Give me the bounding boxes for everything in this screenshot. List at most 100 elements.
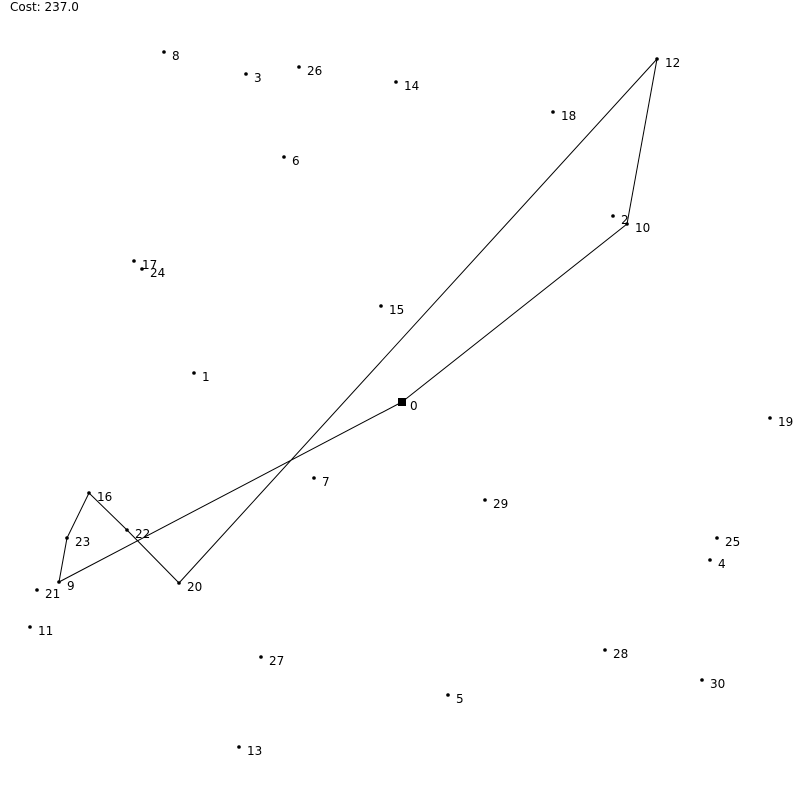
node-dot (483, 498, 487, 502)
node-label: 16 (97, 490, 112, 504)
node-dot (125, 528, 129, 532)
node-dot (297, 65, 301, 69)
node-label: 3 (254, 71, 262, 85)
node-dot (700, 678, 704, 682)
node-18: 18 (551, 109, 576, 123)
node-11: 11 (28, 624, 53, 638)
node-dot (551, 110, 555, 114)
node-label: 15 (389, 303, 404, 317)
node-label: 20 (187, 580, 202, 594)
node-27: 27 (259, 654, 284, 668)
node-dot (140, 267, 144, 271)
node-dot (708, 558, 712, 562)
node-label: 0 (410, 399, 418, 413)
node-28: 28 (603, 647, 628, 661)
node-dot (192, 371, 196, 375)
node-dot (57, 580, 61, 584)
node-30: 30 (700, 677, 725, 691)
node-dot (259, 655, 263, 659)
node-17: 17 (132, 258, 157, 272)
node-dot (655, 57, 659, 61)
node-label: 21 (45, 587, 60, 601)
node-label: 27 (269, 654, 284, 668)
node-label: 25 (725, 535, 740, 549)
node-dot (28, 625, 32, 629)
node-label: 11 (38, 624, 53, 638)
node-dot (715, 536, 719, 540)
node-1: 1 (192, 370, 210, 384)
node-dot (603, 648, 607, 652)
node-dot (768, 416, 772, 420)
route-edge-12-20 (178, 58, 658, 584)
node-label: 19 (778, 415, 793, 429)
depot-marker (398, 398, 406, 406)
node-label: 8 (172, 49, 180, 63)
node-label: 29 (493, 497, 508, 511)
node-2: 2 (611, 213, 629, 227)
node-dot (87, 491, 91, 495)
node-8: 8 (162, 49, 180, 63)
node-16: 16 (87, 490, 112, 504)
node-dot (244, 72, 248, 76)
node-22: 22 (125, 527, 150, 541)
node-15: 15 (379, 303, 404, 317)
route-edge-22-16 (88, 492, 128, 531)
node-13: 13 (237, 744, 262, 758)
node-dot (312, 476, 316, 480)
node-24: 24 (140, 266, 165, 280)
node-label: 13 (247, 744, 262, 758)
route-edge-0-10 (401, 223, 628, 403)
node-label: 14 (404, 79, 419, 93)
node-label: 10 (635, 221, 650, 235)
node-label: 1 (202, 370, 210, 384)
node-6: 6 (282, 154, 300, 168)
node-21: 21 (35, 587, 60, 601)
node-dot (611, 214, 615, 218)
node-label: 12 (665, 56, 680, 70)
node-dot (177, 581, 181, 585)
node-label: 2 (621, 213, 629, 227)
node-9: 9 (57, 579, 75, 593)
node-label: 22 (135, 527, 150, 541)
node-26: 26 (297, 64, 322, 78)
route-edge-20-22 (126, 529, 180, 584)
route-edges (58, 58, 658, 584)
node-dot (394, 80, 398, 84)
node-14: 14 (394, 79, 419, 93)
node-3: 3 (244, 71, 262, 85)
node-29: 29 (483, 497, 508, 511)
node-label: 26 (307, 64, 322, 78)
node-dot (162, 50, 166, 54)
node-dot (625, 222, 629, 226)
node-label: 6 (292, 154, 300, 168)
route-edge-23-9 (58, 537, 68, 583)
node-label: 23 (75, 535, 90, 549)
node-dot (237, 745, 241, 749)
node-dot (446, 693, 450, 697)
node-dot (282, 155, 286, 159)
node-20: 20 (177, 580, 202, 594)
node-dot (65, 536, 69, 540)
node-19: 19 (768, 415, 793, 429)
node-dot (379, 304, 383, 308)
node-label: 24 (150, 266, 165, 280)
node-25: 25 (715, 535, 740, 549)
node-label: 4 (718, 557, 726, 571)
cost-readout: Cost: 237.0 (10, 0, 79, 14)
route-edge-9-0 (58, 401, 403, 583)
node-label: 7 (322, 475, 330, 489)
node-dot (35, 588, 39, 592)
node-5: 5 (446, 692, 464, 706)
node-label: 18 (561, 109, 576, 123)
node-10: 10 (625, 221, 650, 235)
node-label: 28 (613, 647, 628, 661)
route-edge-10-12 (626, 58, 658, 225)
route-edge-16-23 (66, 492, 90, 539)
node-23: 23 (65, 535, 90, 549)
node-label: 30 (710, 677, 725, 691)
node-label: 9 (67, 579, 75, 593)
graph-nodes: 0123456789101112131415161718192021222324… (28, 49, 793, 758)
node-7: 7 (312, 475, 330, 489)
node-label: 5 (456, 692, 464, 706)
node-dot (132, 259, 136, 263)
